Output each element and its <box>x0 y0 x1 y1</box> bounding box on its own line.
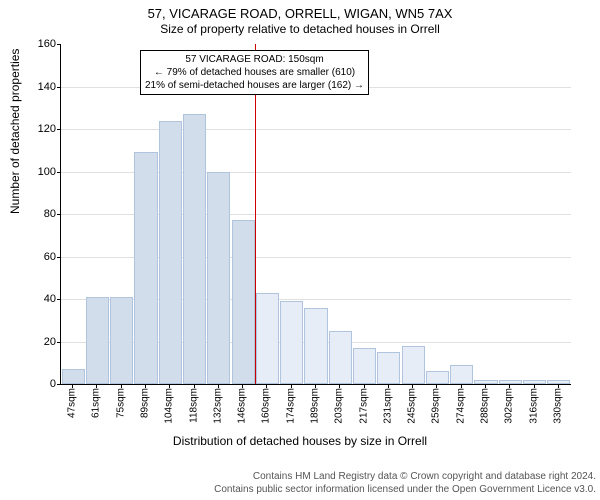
ytick-label: 60 <box>16 251 56 263</box>
ytick-label: 140 <box>16 81 56 93</box>
bar <box>110 297 133 384</box>
ytick-label: 120 <box>16 123 56 135</box>
xtick-label: 118sqm <box>188 388 199 423</box>
xtick-label: 288sqm <box>480 388 491 424</box>
x-axis-label: Distribution of detached houses by size … <box>0 434 600 448</box>
ytick-mark <box>57 299 61 300</box>
chart-container: 57, VICARAGE ROAD, ORRELL, WIGAN, WN5 7A… <box>0 0 600 500</box>
bar <box>499 380 522 384</box>
chart-area: 57 VICARAGE ROAD: 150sqm← 79% of detache… <box>60 44 570 384</box>
plot-region <box>60 44 571 385</box>
footer-line2: Contains public sector information licen… <box>214 484 596 495</box>
xtick-label: 132sqm <box>212 388 223 424</box>
xtick-label: 316sqm <box>528 388 539 424</box>
bar <box>353 348 376 384</box>
ytick-label: 20 <box>16 336 56 348</box>
ytick-mark <box>57 172 61 173</box>
xtick-label: 203sqm <box>334 388 345 424</box>
bar <box>523 380 546 384</box>
xtick-label: 146sqm <box>237 388 248 424</box>
xtick-label: 47sqm <box>67 388 78 418</box>
ytick-label: 40 <box>16 293 56 305</box>
bar <box>547 380 570 384</box>
bar <box>62 369 85 384</box>
callout-line: 21% of semi-detached houses are larger (… <box>145 79 364 92</box>
ytick-label: 100 <box>16 166 56 178</box>
chart-subtitle: Size of property relative to detached ho… <box>0 21 600 36</box>
ytick-mark <box>57 384 61 385</box>
marker-line <box>255 44 256 384</box>
bar <box>329 331 352 384</box>
bar <box>426 371 449 384</box>
bar <box>450 365 473 384</box>
xtick-label: 189sqm <box>310 388 321 424</box>
xtick-label: 89sqm <box>140 388 151 418</box>
ytick-label: 0 <box>16 378 56 390</box>
bar <box>377 352 400 384</box>
xtick-label: 274sqm <box>455 388 466 424</box>
bar <box>256 293 279 384</box>
xtick-label: 160sqm <box>261 388 272 424</box>
xtick-label: 104sqm <box>164 388 175 424</box>
callout-line: ← 79% of detached houses are smaller (61… <box>145 66 364 79</box>
bar <box>280 301 303 384</box>
bar <box>304 308 327 385</box>
bar <box>134 152 157 384</box>
ytick-mark <box>57 44 61 45</box>
bar <box>86 297 109 384</box>
ytick-mark <box>57 257 61 258</box>
bar <box>183 114 206 384</box>
footer-line1: Contains HM Land Registry data © Crown c… <box>253 471 596 482</box>
ytick-mark <box>57 129 61 130</box>
ytick-mark <box>57 214 61 215</box>
ytick-mark <box>57 87 61 88</box>
xtick-label: 61sqm <box>91 388 102 418</box>
callout-line: 57 VICARAGE ROAD: 150sqm <box>145 53 364 66</box>
bar <box>159 121 182 385</box>
chart-title: 57, VICARAGE ROAD, ORRELL, WIGAN, WN5 7A… <box>0 0 600 21</box>
xtick-label: 330sqm <box>552 388 563 424</box>
gridline <box>61 129 571 130</box>
ytick-label: 160 <box>16 38 56 50</box>
xtick-label: 174sqm <box>285 388 296 424</box>
bar <box>232 220 255 384</box>
callout-box: 57 VICARAGE ROAD: 150sqm← 79% of detache… <box>140 50 369 95</box>
xtick-label: 231sqm <box>382 388 393 424</box>
xtick-label: 302sqm <box>504 388 515 424</box>
bar <box>207 172 230 385</box>
ytick-label: 80 <box>16 208 56 220</box>
xtick-label: 259sqm <box>431 388 442 424</box>
xtick-label: 75sqm <box>115 388 126 418</box>
xtick-label: 217sqm <box>358 388 369 424</box>
xtick-label: 245sqm <box>407 388 418 424</box>
footer-attribution: Contains HM Land Registry data © Crown c… <box>0 470 600 496</box>
ytick-mark <box>57 342 61 343</box>
bar <box>402 346 425 384</box>
